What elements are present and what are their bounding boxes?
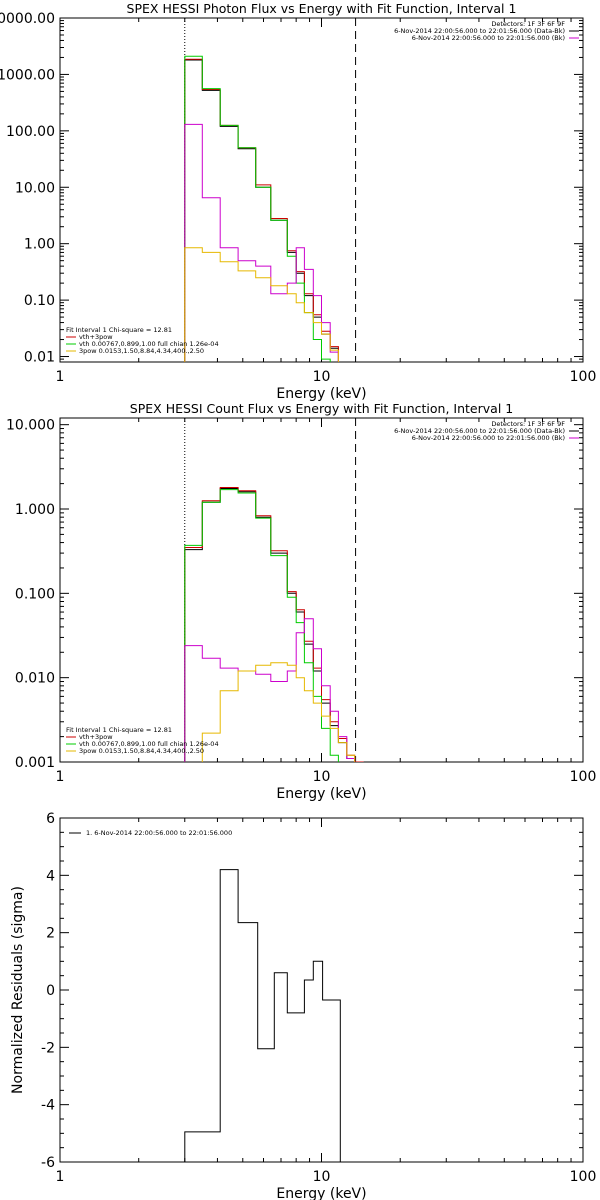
- series-line-4: [184, 662, 365, 762]
- chart-title: SPEX HESSI Photon Flux vs Energy with Fi…: [127, 1, 517, 16]
- y-tick-label: 0.100: [15, 586, 55, 602]
- legend-bottom-left-item: vth+3pow: [79, 733, 113, 741]
- series-line-2: [184, 55, 339, 362]
- legend-top-right-item: 6-Nov-2014 22:00:56.000 to 22:01:56.000 …: [412, 34, 565, 42]
- x-tick-label: 1: [56, 1169, 65, 1185]
- series-line-1: [184, 487, 364, 762]
- legend-top-right-item: Detectors: 1F 3F 6F 9F: [491, 20, 565, 28]
- x-axis-label: Energy (keV): [276, 386, 366, 402]
- y-tick-label: 6: [46, 811, 55, 827]
- series-line-2: [184, 489, 365, 762]
- legend-item: 1. 6-Nov-2014 22:00:56.000 to 22:01:56.0…: [86, 829, 232, 837]
- y-tick-label: 0000.00: [0, 11, 55, 27]
- y-tick-label: 0.01: [24, 350, 55, 366]
- legend-bottom-left-item: vth+3pow: [79, 333, 113, 341]
- y-tick-label: -2: [41, 1040, 55, 1056]
- x-tick-label: 100: [570, 1169, 597, 1185]
- legend-top-right-item: 6-Nov-2014 22:00:56.000 to 22:01:56.000 …: [394, 27, 565, 35]
- y-tick-label: 1.000: [15, 502, 55, 518]
- plot-frame: [59, 817, 584, 1163]
- series-line-0: [184, 488, 365, 762]
- x-tick-label: 10: [313, 1169, 331, 1185]
- y-axis-label: Normalized Residuals (sigma): [10, 886, 26, 1094]
- legend-bottom-left-item: vth 0.00767,0.899,1.00 full chian 1.26e-…: [79, 340, 219, 348]
- legend-bottom-left-item: Fit Interval 1 Chi-square = 12.81: [66, 326, 172, 334]
- series-line-0: [184, 869, 356, 1162]
- legend-bottom-left-item: Fit Interval 1 Chi-square = 12.81: [66, 726, 172, 734]
- chart-title: SPEX HESSI Count Flux vs Energy with Fit…: [130, 401, 513, 416]
- y-tick-label: 10.000: [6, 418, 55, 434]
- y-tick-label: 1000.00: [0, 67, 55, 83]
- y-tick-label: 10.00: [15, 180, 55, 196]
- legend-bottom-left-item: vth 0.00767,0.899,1.00 full chian 1.26e-…: [79, 740, 219, 748]
- y-tick-label: -4: [41, 1098, 55, 1114]
- y-tick-label: 4: [46, 868, 55, 884]
- x-axis-label: Energy (keV): [276, 1186, 366, 1200]
- y-tick-label: 2: [46, 926, 55, 942]
- y-tick-label: 0.10: [24, 293, 55, 309]
- x-axis-label: Energy (keV): [276, 786, 366, 802]
- legend-bottom-left-item: 3pow 0.0153,1.50,8.84,4.34,400.,2.50: [79, 347, 204, 355]
- y-tick-label: 0.001: [15, 755, 55, 771]
- y-tick-label: 1.00: [24, 237, 55, 253]
- y-tick-label: 0: [46, 983, 55, 999]
- series-line-1: [184, 58, 339, 362]
- y-tick-label: 0.010: [15, 671, 55, 687]
- y-tick-label: -6: [41, 1155, 55, 1171]
- series-line-0: [184, 59, 339, 362]
- x-tick-label: 10: [313, 369, 331, 385]
- x-tick-label: 100: [570, 369, 597, 385]
- x-tick-label: 10: [313, 769, 331, 785]
- y-tick-label: 100.00: [6, 124, 55, 140]
- legend-top-right-item: Detectors: 1F 3F 6F 9F: [491, 420, 565, 428]
- series-line-3: [184, 618, 365, 762]
- x-tick-label: 1: [56, 369, 65, 385]
- x-tick-label: 1: [56, 769, 65, 785]
- series-line-3: [184, 123, 339, 362]
- legend-bottom-left-item: 3pow 0.0153,1.50,8.84,4.34,400.,2.50: [79, 747, 204, 755]
- x-tick-label: 100: [570, 769, 597, 785]
- series-line-4: [184, 247, 339, 362]
- legend-top-right-item: 6-Nov-2014 22:00:56.000 to 22:01:56.000 …: [412, 434, 565, 442]
- legend-top-right-item: 6-Nov-2014 22:00:56.000 to 22:01:56.000 …: [394, 427, 565, 435]
